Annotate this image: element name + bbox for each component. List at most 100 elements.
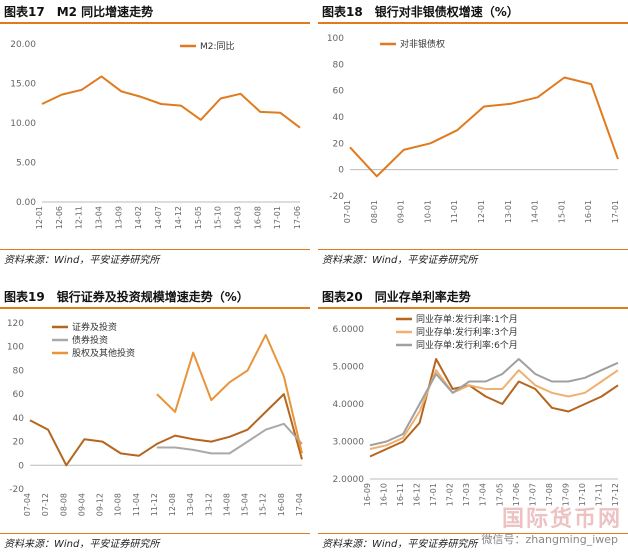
x-tick-label: 10-08 (114, 493, 123, 516)
x-tick-label: 13-04 (95, 206, 104, 229)
legend-label: 同业存单:发行利率:3个月 (416, 326, 518, 338)
x-tick-label: 12-01 (35, 206, 44, 229)
legend-label: M2:同比 (200, 40, 235, 52)
legend-label: 对非银债权 (400, 38, 445, 50)
chart-title: 图表17 M2 同比增速走势 (4, 5, 154, 19)
y-tick-label: -20 (329, 192, 344, 202)
x-tick-label: 16-11 (396, 483, 405, 506)
y-tick-label: 100 (7, 343, 24, 353)
x-tick-label: 12-08 (168, 493, 177, 516)
legend-label: 证券及投资 (72, 321, 117, 333)
x-tick-label: 17-09 (561, 483, 570, 506)
x-tick-label: 17-05 (495, 483, 504, 506)
series-line (369, 358, 619, 447)
x-tick-label: 09-01 (397, 200, 406, 223)
x-tick-label: 16-09 (363, 483, 372, 506)
y-tick-label: 80 (13, 366, 25, 376)
chart-panel-securities: 图表19 银行证券及投资规模增速走势（%） -20 0 20 40 60 80 100 120… (0, 285, 310, 555)
x-tick-label: 13-09 (114, 206, 123, 229)
x-tick-label: 07-12 (41, 493, 50, 516)
x-tick-label: 12-06 (55, 206, 64, 229)
y-tick-label: 15.00 (10, 80, 36, 90)
ncd-rate-line-chart: 2.0000 3.0000 4.0000 5.0000 6.0000 16-09 16-10… (333, 313, 621, 506)
nonbank-line-chart: -20 0 20 40 60 80 100 07-01 08-01 09-01 10-01 11-01… (327, 34, 620, 223)
y-tick-label: 0.00 (16, 198, 36, 208)
x-tick-label: 16-08 (253, 206, 262, 229)
y-tick-label: 10.00 (10, 119, 36, 129)
legend-label: 同业存单:发行利率:6个月 (416, 339, 518, 351)
y-tick-label: 4.0000 (333, 400, 365, 410)
x-tick-label: 13-04 (186, 493, 195, 516)
x-tick-label: 17-04 (295, 493, 304, 516)
chart-panel-ncd-rates: 图表20 同业存单利率走势 2.0000 3.0000 4.0000 5.0000 6.… (318, 285, 628, 555)
source-note: 资料来源：Wind，平安证券研究所 (322, 255, 478, 266)
y-tick-label: 6.0000 (333, 325, 365, 335)
x-tick-label: 09-12 (96, 493, 105, 516)
y-tick-label: 20 (13, 438, 25, 448)
wechat-id: 微信号：zhangming_iwep (481, 533, 618, 546)
y-tick-label: 0 (338, 166, 344, 176)
legend-label: 债券投资 (72, 334, 108, 346)
x-tick-label: 11-12 (150, 493, 159, 516)
x-tick-label: 11-04 (132, 493, 141, 516)
x-tick-label: 16-12 (413, 483, 422, 506)
y-tick-label: 100 (327, 34, 344, 44)
x-tick-label: 17-06 (512, 483, 521, 506)
y-tick-label: 5.00 (16, 159, 36, 169)
legend-label: 同业存单:发行利率:1个月 (416, 313, 518, 325)
x-tick-label: 08-01 (370, 200, 379, 223)
x-tick-label: 13-01 (504, 200, 513, 223)
x-tick-label: 15-10 (214, 206, 223, 229)
y-tick-label: -20 (9, 485, 24, 495)
watermark-logo: 国际货币网 (501, 507, 622, 532)
x-tick-label: 14-08 (222, 493, 231, 516)
x-tick-label: 14-02 (134, 206, 143, 229)
x-tick-label: 17-03 (462, 483, 471, 506)
source-note: 资料来源：Wind，平安证券研究所 (4, 539, 160, 550)
y-tick-label: 3.0000 (333, 438, 365, 448)
x-tick-label: 14-07 (154, 206, 163, 229)
x-tick-label: 12-01 (477, 200, 486, 223)
x-tick-label: 07-04 (23, 493, 32, 516)
chart-panel-m2: 图表17 M2 同比增速走势 0.00 5.00 10.00 15.00 20.00 12… (0, 0, 310, 270)
x-tick-label: 14-01 (531, 200, 540, 223)
y-tick-label: 40 (13, 414, 25, 424)
x-tick-label: 16-01 (584, 200, 593, 223)
x-tick-label: 16-03 (233, 206, 242, 229)
x-tick-label: 15-04 (241, 493, 250, 516)
y-tick-label: 20 (333, 139, 345, 149)
chart-panel-nonbank: 图表18 银行对非银债权增速（%） -20 0 20 40 60 80 100 07-01 08… (318, 0, 628, 270)
panel-header: 图表17 M2 同比增速走势 (0, 0, 310, 24)
series-line (156, 333, 303, 454)
x-tick-label: 12-11 (75, 206, 84, 229)
securities-line-chart: -20 0 20 40 60 80 100 120 07-04 07-12 08-08 09-04 09… (7, 319, 304, 516)
x-tick-label: 15-01 (557, 200, 566, 223)
series-line (369, 358, 619, 458)
y-tick-label: 120 (7, 319, 24, 329)
series-line (369, 369, 619, 450)
x-tick-label: 17-01 (429, 483, 438, 506)
x-tick-label: 17-11 (594, 483, 603, 506)
legend-label: 股权及其他投资 (72, 347, 135, 359)
x-tick-label: 10-01 (423, 200, 432, 223)
y-tick-label: 5.0000 (333, 363, 365, 373)
y-tick-label: 2.0000 (333, 475, 365, 485)
x-tick-label: 15-05 (194, 206, 203, 229)
series-line (349, 76, 619, 178)
x-tick-label: 09-04 (77, 493, 86, 516)
series-line (156, 422, 303, 455)
y-tick-label: 60 (333, 87, 345, 97)
x-tick-label: 17-10 (578, 483, 587, 506)
chart-title: 图表19 银行证券及投资规模增速走势（%） (4, 290, 249, 304)
x-tick-label: 17-04 (479, 483, 488, 506)
x-tick-label: 07-01 (343, 200, 352, 223)
y-tick-label: 80 (333, 60, 345, 70)
source-note: 资料来源：Wind，平安证券研究所 (322, 539, 478, 550)
series-line (29, 393, 303, 467)
x-tick-label: 17-06 (293, 206, 302, 229)
series-line (41, 75, 301, 129)
x-tick-label: 08-08 (59, 493, 68, 516)
x-tick-label: 17-07 (528, 483, 537, 506)
x-tick-label: 13-12 (204, 493, 213, 516)
chart-title: 图表20 同业存单利率走势 (322, 290, 471, 304)
